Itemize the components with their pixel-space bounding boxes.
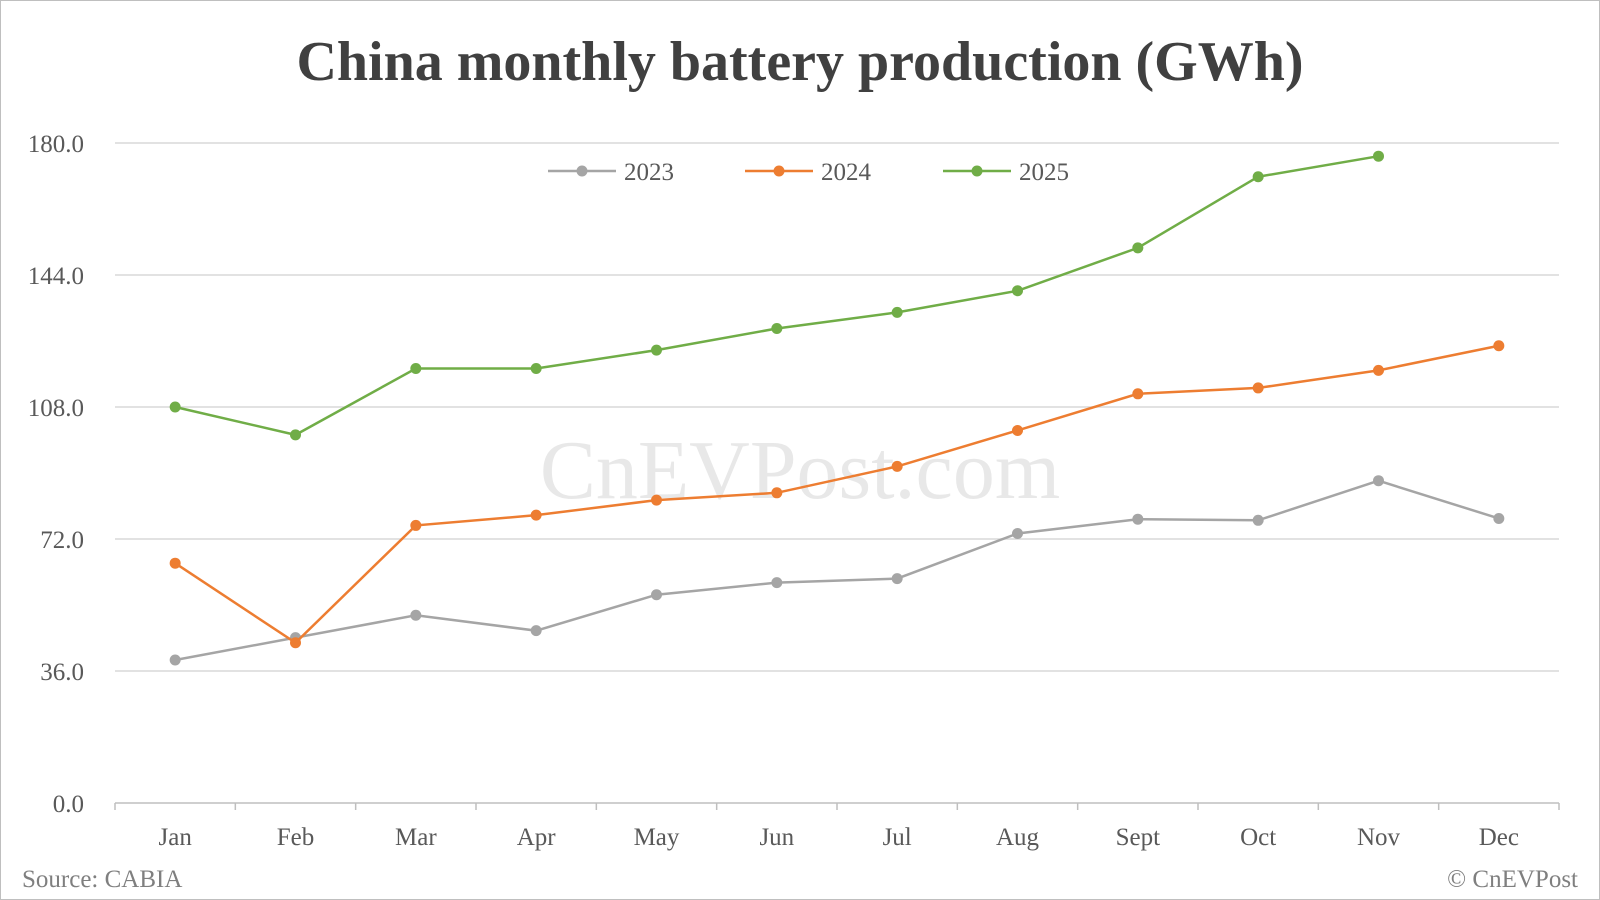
data-point <box>530 509 542 521</box>
x-tick-label: Aug <box>996 824 1040 851</box>
y-tick-label: 180.0 <box>28 131 84 158</box>
data-point <box>771 487 783 499</box>
x-tick-label: Jul <box>883 824 912 851</box>
x-tick-label: Feb <box>277 824 315 851</box>
x-tick-label: Apr <box>517 824 557 851</box>
data-point <box>530 625 542 637</box>
data-point <box>891 460 903 472</box>
legend-marker <box>576 165 588 177</box>
legend-label: 2025 <box>1019 159 1069 186</box>
data-point <box>410 363 422 374</box>
legend-label: 2023 <box>624 159 674 186</box>
y-tick-label: 0.0 <box>53 791 84 818</box>
data-point <box>530 363 542 374</box>
data-point <box>1493 512 1505 524</box>
watermark: CnEVPost.com <box>540 424 1060 517</box>
data-point <box>1373 364 1384 376</box>
data-point <box>1252 171 1264 183</box>
x-tick-label: Dec <box>1479 824 1519 851</box>
data-point <box>1132 513 1144 525</box>
y-tick-label: 72.0 <box>40 527 84 554</box>
data-point <box>1373 150 1384 162</box>
data-point <box>1373 475 1384 487</box>
data-point <box>771 323 783 335</box>
x-tick-label: May <box>634 824 680 851</box>
x-tick-label: Nov <box>1357 824 1401 851</box>
data-point <box>1012 528 1023 539</box>
chart-title: China monthly battery production (GWh) <box>296 31 1303 93</box>
data-point <box>169 557 181 569</box>
data-point <box>290 637 301 649</box>
data-point <box>1252 382 1264 394</box>
series-line <box>174 344 1500 645</box>
data-point <box>1252 514 1264 526</box>
data-point <box>290 429 301 441</box>
y-tick-label: 36.0 <box>40 659 84 686</box>
data-point <box>1132 242 1144 254</box>
data-point <box>410 609 422 621</box>
x-tick-label: Jan <box>159 824 193 851</box>
series-line <box>174 479 1500 662</box>
series-line <box>174 154 1379 437</box>
data-point <box>410 519 422 531</box>
data-point <box>651 494 662 506</box>
x-tick-label: Oct <box>1240 824 1276 851</box>
y-tick-label: 144.0 <box>28 263 84 290</box>
x-tick-label: Sept <box>1116 824 1161 851</box>
data-point <box>1012 424 1023 436</box>
data-point <box>1493 340 1505 352</box>
data-point <box>651 344 662 356</box>
data-point <box>891 306 903 318</box>
legend-marker <box>971 165 983 177</box>
data-point <box>891 573 903 585</box>
data-point <box>1132 388 1144 400</box>
data-point <box>169 654 181 666</box>
series-2024 <box>169 340 1505 649</box>
source-note: Source: CABIA <box>22 866 182 893</box>
data-point <box>651 589 662 601</box>
copyright-note: © CnEVPost <box>1447 866 1578 893</box>
data-point <box>169 401 181 413</box>
legend-marker <box>773 165 785 177</box>
series-2025 <box>169 150 1384 441</box>
x-tick-label: Jun <box>759 824 794 851</box>
data-point <box>1012 285 1023 297</box>
x-tick-label: Mar <box>395 824 437 851</box>
y-tick-label: 108.0 <box>28 395 84 422</box>
data-point <box>771 577 783 589</box>
legend-label: 2024 <box>821 159 872 186</box>
